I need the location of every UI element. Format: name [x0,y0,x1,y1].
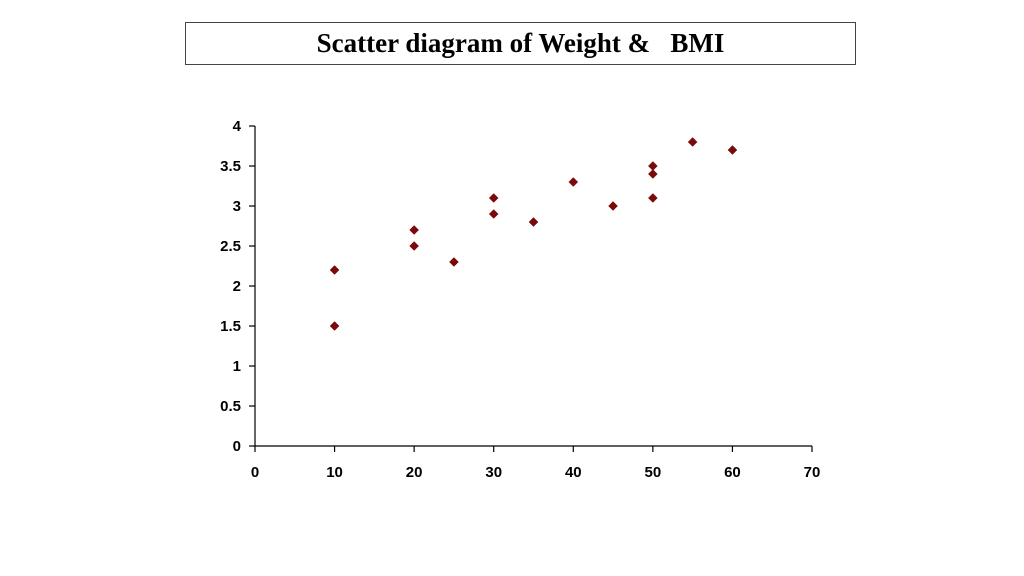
y-tick-label: 1.5 [220,318,241,335]
y-tick-label: 3 [233,198,241,215]
y-tick-label: 2.5 [220,238,241,255]
data-point [528,217,539,227]
data-point [648,169,658,179]
x-tick-label: 30 [485,464,502,481]
y-tick-label: 1 [233,358,241,375]
x-tick-label: 0 [251,464,259,481]
data-point [409,225,419,235]
title-box: Scatter diagram of Weight & BMI [185,22,856,65]
data-point [648,193,658,203]
data-point [488,193,499,203]
chart-title: Scatter diagram of Weight & BMI [316,28,725,58]
x-tick-label: 70 [804,464,821,481]
x-tick-label: 10 [326,464,343,481]
data-point [329,265,340,275]
data-point [727,145,738,155]
x-tick-label: 50 [645,464,662,481]
data-point [449,257,459,267]
data-point [608,201,618,211]
data-point [409,241,419,251]
axes [254,126,812,447]
y-tick-label: 4 [233,118,242,135]
data-point [329,321,340,331]
x-tick-label: 20 [406,464,423,481]
x-tick-label: 40 [565,464,582,481]
y-tick-label: 0.5 [220,398,241,415]
data-point [568,177,579,187]
y-tick-label: 3.5 [220,158,241,175]
x-tick-label: 60 [724,464,741,481]
y-tick-label: 2 [233,278,241,295]
y-tick-label: 0 [233,438,241,455]
data-point [687,137,698,147]
y-axis-ticks: 0 0.5 1 1.5 2 2.5 3 3.5 4 [220,118,255,455]
x-axis-ticks: 0 10 20 30 40 50 60 70 [251,446,821,481]
data-point [488,209,499,219]
data-points [329,137,738,331]
